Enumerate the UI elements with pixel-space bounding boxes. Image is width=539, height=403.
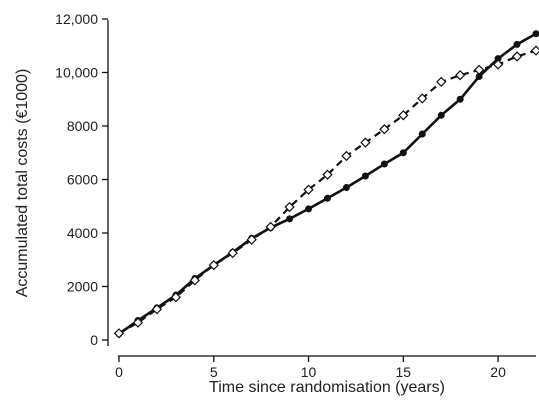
data-point xyxy=(360,137,371,148)
y-tick-label: 4000 xyxy=(67,225,98,241)
data-point xyxy=(361,172,369,180)
data-point xyxy=(132,317,144,328)
data-point xyxy=(324,194,331,202)
data-point xyxy=(265,221,276,232)
data-point xyxy=(436,76,447,88)
y-tick-label: 8000 xyxy=(67,118,98,134)
data-point xyxy=(399,149,407,157)
data-point xyxy=(303,184,314,195)
data-point xyxy=(380,160,388,168)
data-point xyxy=(455,70,466,81)
data-point xyxy=(342,184,350,192)
y-axis-label: Accumulated total costs (€1000) xyxy=(14,69,31,298)
x-tick-label: 0 xyxy=(115,364,123,380)
data-point xyxy=(322,169,333,180)
x-tick-label: 10 xyxy=(301,364,317,380)
y-tick-label: 0 xyxy=(90,332,98,348)
data-point xyxy=(284,201,295,213)
data-point xyxy=(246,234,257,245)
series-1 xyxy=(115,30,539,338)
data-point xyxy=(530,45,539,56)
data-point xyxy=(418,130,426,138)
y-tick-label: 12,000 xyxy=(55,11,98,27)
data-point xyxy=(170,292,182,303)
series-2 xyxy=(113,45,539,339)
y-tick-label: 6000 xyxy=(67,172,98,188)
data-point xyxy=(513,40,521,48)
data-point xyxy=(379,124,390,135)
series-1-line xyxy=(118,32,537,335)
y-axis-ticks: 0 2000 4000 6000 8000 10,000 12,000 xyxy=(55,11,108,348)
data-point xyxy=(494,55,502,63)
data-point xyxy=(208,259,219,271)
data-point xyxy=(151,304,163,315)
data-point xyxy=(437,111,445,119)
x-tick-label: 5 xyxy=(210,364,218,380)
data-point xyxy=(456,95,464,103)
series-layer xyxy=(113,30,539,339)
x-tick-label: 20 xyxy=(490,364,506,380)
data-point xyxy=(511,51,523,62)
data-point xyxy=(532,30,539,38)
data-point xyxy=(473,64,485,75)
series-2-line xyxy=(118,49,537,335)
y-tick-label: 2000 xyxy=(67,279,98,295)
data-point xyxy=(305,205,313,213)
data-point xyxy=(189,275,200,286)
data-point xyxy=(113,328,125,339)
x-axis-ticks: 0 5 10 15 20 xyxy=(115,356,506,380)
y-tick-label: 10,000 xyxy=(55,65,98,81)
data-point xyxy=(286,215,294,223)
data-point xyxy=(475,73,483,81)
data-point xyxy=(492,59,504,70)
data-point xyxy=(398,110,409,121)
data-point xyxy=(227,247,238,259)
data-point xyxy=(341,150,352,162)
x-axis-label: Time since randomisation (years) xyxy=(209,379,445,396)
x-tick-label: 15 xyxy=(396,364,412,380)
data-point xyxy=(417,93,428,104)
